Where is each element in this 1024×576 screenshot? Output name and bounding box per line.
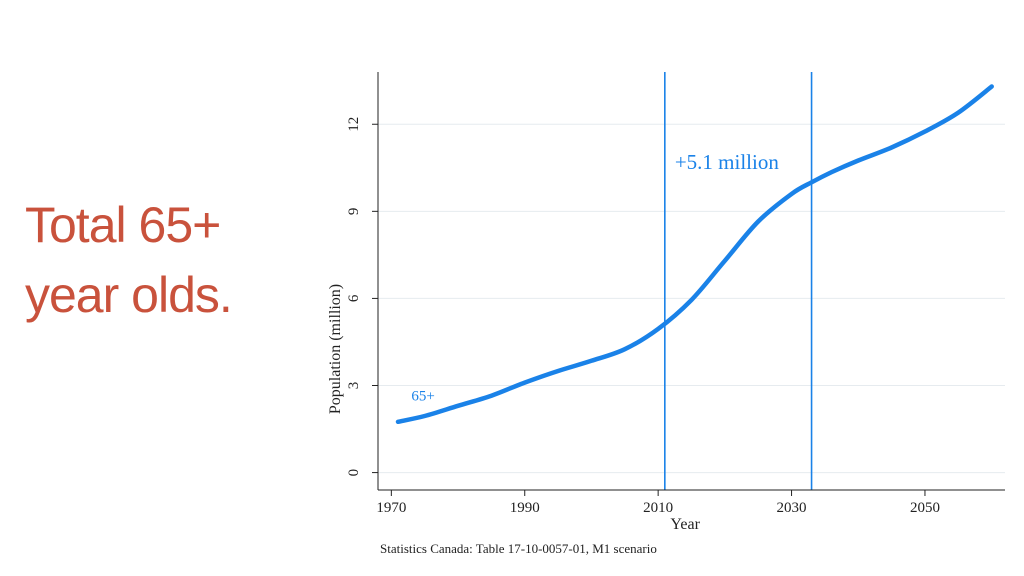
slide-title-line-1: Total 65+	[25, 197, 221, 253]
y-tick-label-6: 6	[346, 294, 362, 302]
y-tick-label-9: 9	[346, 208, 362, 216]
slide-title-line-2: year olds.	[25, 267, 233, 323]
x-axis-label: Year	[670, 516, 700, 533]
series-line-65-plus	[395, 84, 994, 425]
x-tick-label-2030: 2030	[777, 500, 807, 516]
tick-layer: 0 3 6 9 12 1970 1990 2010 2030 2050	[346, 117, 940, 516]
annotation-increase: +5.1 million	[675, 150, 780, 174]
x-tick-label-2050: 2050	[910, 500, 940, 516]
y-tick-label-12: 12	[346, 117, 362, 132]
source-note: Statistics Canada: Table 17-10-0057-01, …	[380, 541, 657, 556]
x-tick-label-2010: 2010	[643, 500, 673, 516]
y-tick-label-3: 3	[346, 382, 362, 390]
slide-title: Total 65+ year olds.	[25, 190, 325, 330]
x-tick-label-1990: 1990	[510, 500, 540, 516]
y-axis-label: Population (million)	[327, 284, 344, 414]
vertical-markers	[664, 72, 813, 490]
x-tick-label-1970: 1970	[376, 500, 406, 516]
series-label: 65+	[411, 389, 434, 405]
axes	[377, 72, 1005, 491]
y-tick-label-0: 0	[346, 469, 362, 477]
